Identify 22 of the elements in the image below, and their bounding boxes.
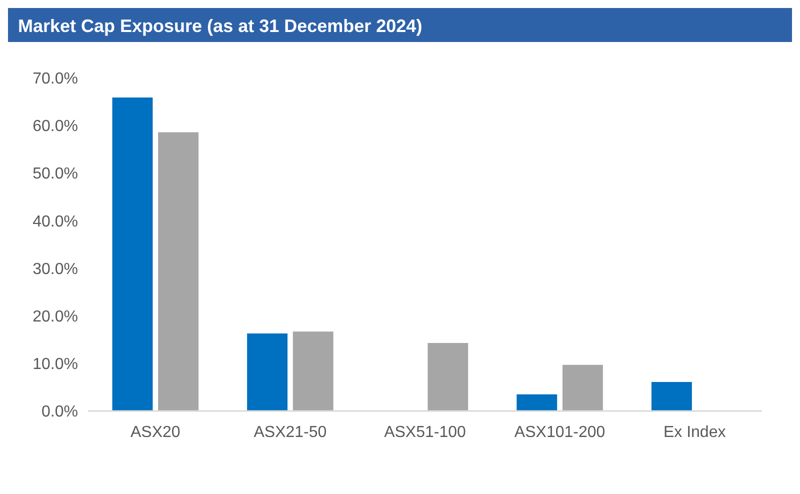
bar bbox=[292, 332, 334, 411]
bar bbox=[562, 364, 603, 411]
y-tick-label: 70.0% bbox=[32, 70, 78, 88]
y-tick-label: 30.0% bbox=[32, 260, 78, 278]
bar bbox=[247, 333, 288, 411]
bar bbox=[112, 98, 153, 411]
bar bbox=[158, 132, 199, 411]
x-tick-label: ASX101-200 bbox=[514, 424, 606, 441]
y-tick-label: 0.0% bbox=[42, 404, 78, 421]
y-tick-label: 10.0% bbox=[32, 356, 78, 374]
x-tick-label: ASX20 bbox=[130, 424, 180, 441]
y-tick-label: 20.0% bbox=[32, 308, 78, 326]
x-tick-label: ASX21-50 bbox=[254, 424, 327, 441]
bar bbox=[516, 394, 558, 411]
y-tick-label: 60.0% bbox=[32, 118, 78, 136]
y-tick-label: 40.0% bbox=[32, 213, 78, 230]
x-tick-label: Ex Index bbox=[663, 424, 726, 441]
bar bbox=[428, 342, 468, 411]
x-tick-label: ASX51-100 bbox=[384, 424, 466, 441]
bar bbox=[651, 382, 692, 411]
y-tick-label: 50.0% bbox=[32, 166, 78, 183]
chart-title: Market Cap Exposure (as at 31 December 2024) bbox=[18, 16, 422, 36]
